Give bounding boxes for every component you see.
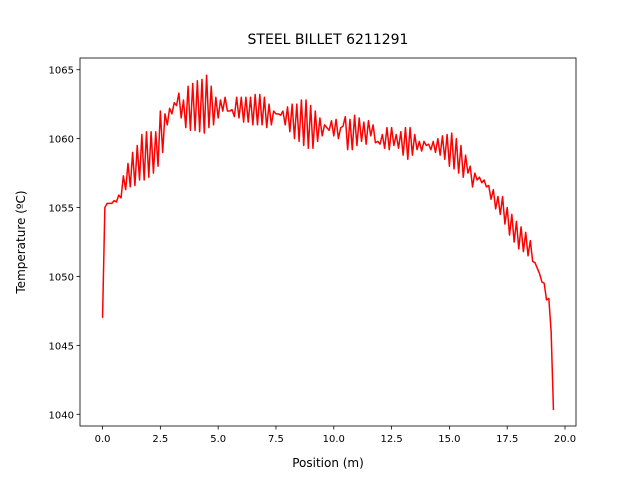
plot-frame: [79, 57, 577, 427]
x-tick-label: 7.5: [268, 434, 284, 445]
x-tick-label: 0.0: [95, 434, 111, 445]
x-axis-label: Position (m): [292, 456, 364, 470]
y-tick-label: 1055: [49, 204, 74, 215]
y-tick-label: 1065: [49, 66, 74, 77]
x-tick-label: 2.5: [152, 434, 168, 445]
y-tick-label: 1050: [49, 272, 74, 283]
chart-title: STEEL BILLET 6211291: [248, 32, 409, 48]
y-tick-label: 1040: [49, 410, 74, 421]
x-tick-label: 17.5: [496, 434, 518, 445]
x-tick-label: 12.5: [380, 434, 402, 445]
y-axis-label: Temperature (ºC): [14, 190, 28, 294]
x-tick-label: 15.0: [438, 434, 460, 445]
y-tick-label: 1045: [49, 341, 74, 352]
x-tick-label: 10.0: [323, 434, 345, 445]
x-tick-label: 20.0: [554, 434, 576, 445]
y-tick-label: 1060: [49, 135, 74, 146]
data-line: [101, 74, 555, 411]
x-tick-label: 5.0: [210, 434, 226, 445]
